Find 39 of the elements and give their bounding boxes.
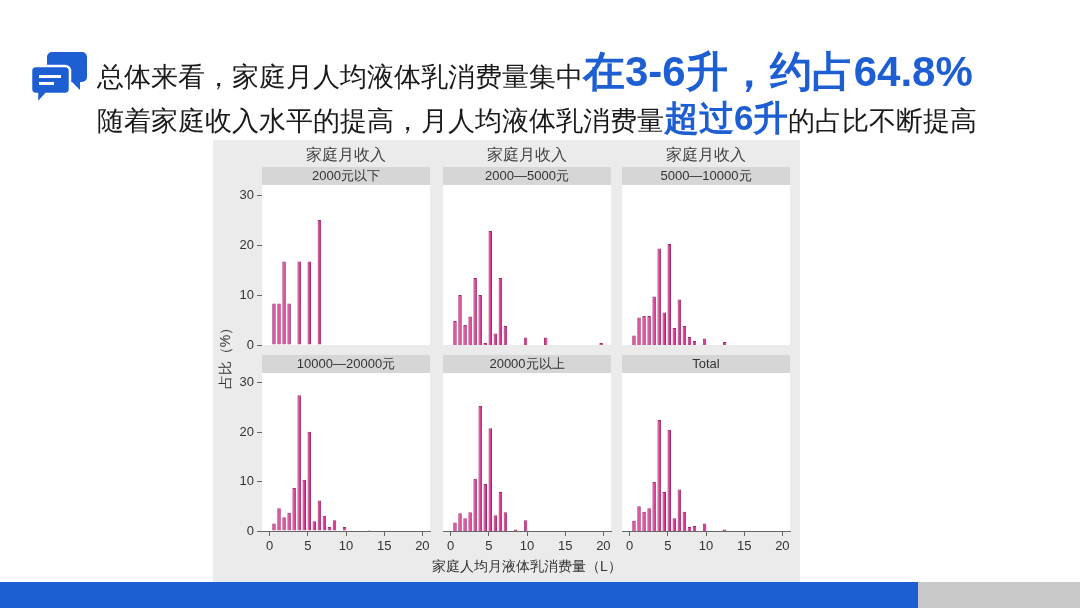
chart-subtitle: 2000—5000元 [443, 167, 611, 185]
x-tick-label: 15 [376, 538, 392, 554]
y-tick-label: 0 [246, 522, 254, 538]
chart-title: 家庭月收入 [665, 145, 747, 165]
chart-subtitle: Total [622, 355, 790, 373]
x-tick-label: 10 [698, 538, 714, 554]
x-tick-label: 20 [596, 538, 611, 554]
y-tick-label: 20 [239, 423, 254, 439]
x-tick-label: 10 [338, 538, 354, 554]
x-tick-label: 5 [664, 538, 672, 554]
text: 随着家庭收入水平的提高，月人均液体乳消费量 [97, 105, 664, 138]
y-tick-label: 30 [239, 374, 254, 390]
x-tick-label: 0 [447, 538, 455, 554]
y-tick-label: 30 [239, 186, 254, 202]
x-tick-label: 5 [485, 538, 493, 554]
text: 的占比不断提高 [788, 105, 978, 138]
x-tick-label: 0 [266, 538, 274, 554]
chart-subtitle: 2000元以下 [262, 167, 430, 185]
x-tick-label: 20 [415, 538, 430, 554]
y-tick-label: 20 [239, 236, 254, 252]
x-tick-label: 5 [304, 538, 312, 554]
text: 超过6升 [664, 97, 789, 139]
x-tick-label: 0 [626, 538, 634, 554]
chart-subtitle: 5000—10000元 [622, 167, 790, 185]
text: 总体来看，家庭月人均液体乳消费量集中 [97, 62, 583, 94]
x-tick-label: 20 [775, 538, 790, 554]
text: 在3-6升，约占64.8% [583, 48, 973, 95]
y-axis-title: 占比（%） [217, 320, 234, 390]
x-tick-label: 15 [736, 538, 752, 554]
y-tick-label: 0 [246, 336, 254, 352]
y-tick-label: 10 [239, 286, 254, 302]
chart-title: 家庭月收入 [305, 145, 387, 165]
chart-title: 家庭月收入 [486, 145, 568, 165]
chart-subtitle: 10000—20000元 [262, 355, 430, 373]
x-tick-label: 10 [519, 538, 535, 554]
x-tick-label: 15 [557, 538, 573, 554]
y-tick-label: 10 [239, 473, 254, 489]
x-axis-title: 家庭人均月液体乳消费量（L） [432, 558, 622, 576]
chart-subtitle: 20000元以上 [443, 355, 611, 373]
